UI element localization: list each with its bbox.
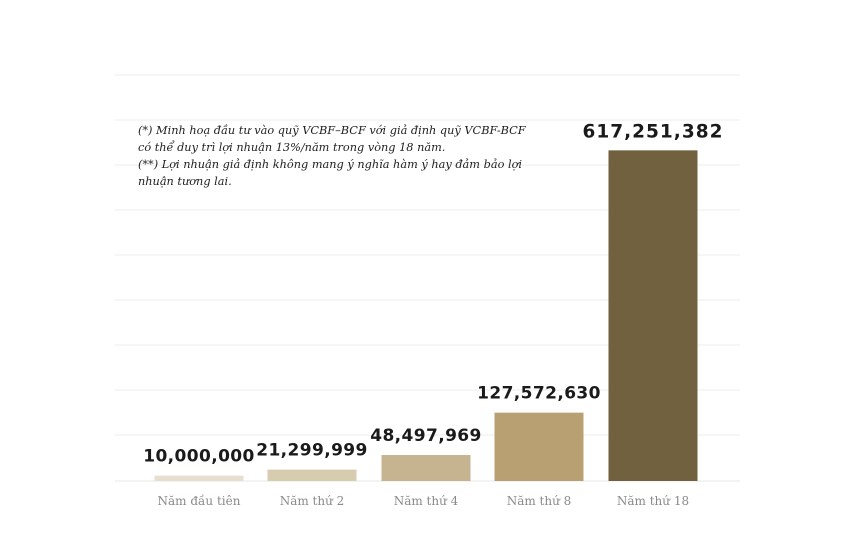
category-labels: Năm đầu tiên Năm thứ 2 Năm thứ 4 Năm thứ 8 N…: [158, 493, 690, 508]
bar: [494, 412, 584, 481]
note-line-3: (**) Lợi nhuận giả định không mang ý ngh…: [138, 158, 522, 171]
note-line-1: (*) Minh hoạ đầu tư vào quỹ VCBF–BCF với…: [138, 124, 526, 137]
bar: [608, 150, 698, 482]
bars: [154, 150, 698, 482]
note-line-4: nhuận tương lai.: [138, 175, 232, 188]
bar-value-label: 127,572,630: [477, 384, 601, 404]
bar-value-label: 21,299,999: [256, 441, 368, 461]
disclaimer-note: (*) Minh hoạ đầu tư vào quỹ VCBF–BCF với…: [138, 122, 538, 190]
bar: [381, 455, 471, 481]
category-label: Năm thứ 18: [617, 494, 689, 508]
category-label: Năm đầu tiên: [158, 493, 241, 508]
category-label: Năm thứ 2: [280, 494, 345, 508]
bar: [267, 469, 357, 481]
bar: [154, 475, 244, 481]
category-label: Năm thứ 4: [394, 494, 459, 508]
bar-value-label: 48,497,969: [370, 426, 482, 446]
bar-value-label: 617,251,382: [583, 121, 724, 142]
note-line-2: có thể duy trì lợi nhuận 13%/năm trong v…: [138, 141, 446, 154]
bar-value-label: 10,000,000: [143, 447, 255, 467]
category-label: Năm thứ 8: [507, 494, 572, 508]
